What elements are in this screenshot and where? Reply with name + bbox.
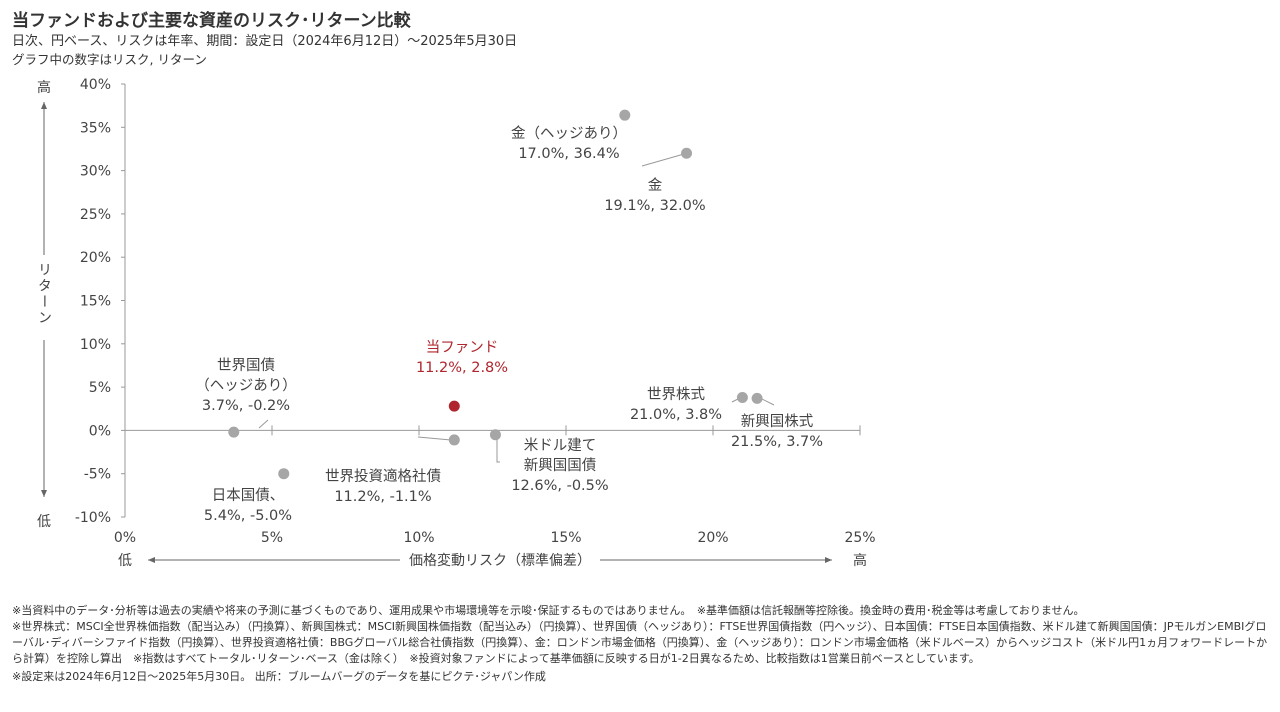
point-name-label: 金（ヘッジあり） bbox=[511, 125, 627, 142]
point-name-label: 新興国株式 bbox=[741, 413, 814, 430]
point-name-label: 米ドル建て bbox=[524, 437, 597, 454]
x-tick-label: 5% bbox=[261, 530, 283, 546]
y-low-label: 低 bbox=[37, 514, 51, 530]
x-tick-label: 20% bbox=[697, 530, 728, 546]
data-point bbox=[751, 392, 763, 404]
point-name-label: 日本国債、 bbox=[212, 487, 285, 504]
point-value-label: 5.4%, -5.0% bbox=[204, 508, 292, 524]
leader-line bbox=[258, 419, 269, 429]
x-tick-label: 0% bbox=[114, 530, 136, 546]
point-value-label: 3.7%, -0.2% bbox=[202, 398, 290, 414]
data-point bbox=[619, 109, 631, 121]
data-point bbox=[448, 400, 460, 412]
data-point bbox=[228, 426, 240, 438]
leader-line bbox=[496, 437, 500, 463]
chart-title: 当ファンドおよび主要な資産のリスク･リターン比較 bbox=[12, 11, 411, 31]
point-value-label: 11.2%, -1.1% bbox=[334, 489, 431, 505]
point-name-label: 世界国債 bbox=[217, 357, 275, 374]
point-value-label: 17.0%, 36.4% bbox=[518, 146, 619, 162]
point-name-label: 金 bbox=[648, 177, 663, 194]
point-value-label: 19.1%, 32.0% bbox=[604, 198, 705, 214]
footnote: ※当資料中のデータ･分析等は過去の実績や将来の予測に基づくものであり、運用成果や… bbox=[12, 604, 1085, 617]
x-tick-label: 15% bbox=[550, 530, 581, 546]
data-point bbox=[448, 434, 460, 446]
y-tick-label: 30% bbox=[80, 164, 111, 180]
y-tick-label: 20% bbox=[80, 250, 111, 266]
y-tick-label: -5% bbox=[84, 467, 111, 483]
point-value-label: 21.5%, 3.7% bbox=[731, 434, 823, 450]
data-point bbox=[278, 468, 290, 480]
point-value-label: 21.0%, 3.8% bbox=[630, 407, 722, 423]
point-name-label: 世界投資適格社債 bbox=[325, 467, 441, 485]
leader-line bbox=[641, 153, 685, 167]
chart-subtitle: 日次、円ベース、リスクは年率、期間：設定日（2024年6月12日）～2025年5… bbox=[12, 34, 518, 49]
data-point bbox=[489, 429, 501, 441]
point-name-label: 当ファンド bbox=[426, 339, 499, 356]
point-value-label: 11.2%, 2.8% bbox=[416, 360, 508, 376]
y-tick-label: 0% bbox=[89, 423, 111, 439]
y-tick-label: 10% bbox=[80, 337, 111, 353]
y-axis-label: リターン bbox=[36, 262, 52, 326]
point-name-label: （ヘッジあり） bbox=[195, 377, 297, 394]
x-high-label: 高 bbox=[853, 552, 867, 569]
data-point bbox=[736, 391, 748, 403]
scatter-chart: 0% 5% 10% 15% 20% 25% 40% 35% 30% 25% 20% 15% 10% 5% 0… bbox=[36, 77, 876, 569]
x-tick-label: 25% bbox=[844, 530, 875, 546]
x-tick-label: 10% bbox=[403, 530, 434, 546]
x-axis-label: 価格変動リスク（標準偏差） bbox=[409, 552, 591, 569]
footnotes: ※当資料中のデータ･分析等は過去の実績や将来の予測に基づくものであり、運用成果や… bbox=[12, 603, 1274, 685]
y-tick-label: -10% bbox=[75, 510, 111, 526]
y-tick-label: 35% bbox=[80, 120, 111, 136]
point-name-label: 世界株式 bbox=[647, 386, 705, 403]
chart-note: グラフ中の数字はリスク, リターン bbox=[12, 52, 207, 67]
point-value-label: 12.6%, -0.5% bbox=[511, 478, 608, 494]
footnote: ※世界株式：MSCI全世界株価指数（配当込み）（円換算）、新興国株式：MSCI新… bbox=[12, 620, 1268, 665]
data-point bbox=[681, 147, 693, 159]
y-tick-label: 40% bbox=[80, 77, 111, 93]
leader-line bbox=[417, 436, 452, 441]
x-low-label: 低 bbox=[118, 553, 132, 569]
y-high-label: 高 bbox=[37, 79, 51, 96]
y-tick-label: 25% bbox=[80, 207, 111, 223]
footnote: ※設定来は2024年6月12日～2025年5月30日。 出所：ブルームバーグのデ… bbox=[12, 670, 546, 683]
y-tick-label: 15% bbox=[80, 294, 111, 310]
point-name-label: 新興国国債 bbox=[524, 457, 597, 474]
y-tick-label: 5% bbox=[89, 380, 111, 396]
